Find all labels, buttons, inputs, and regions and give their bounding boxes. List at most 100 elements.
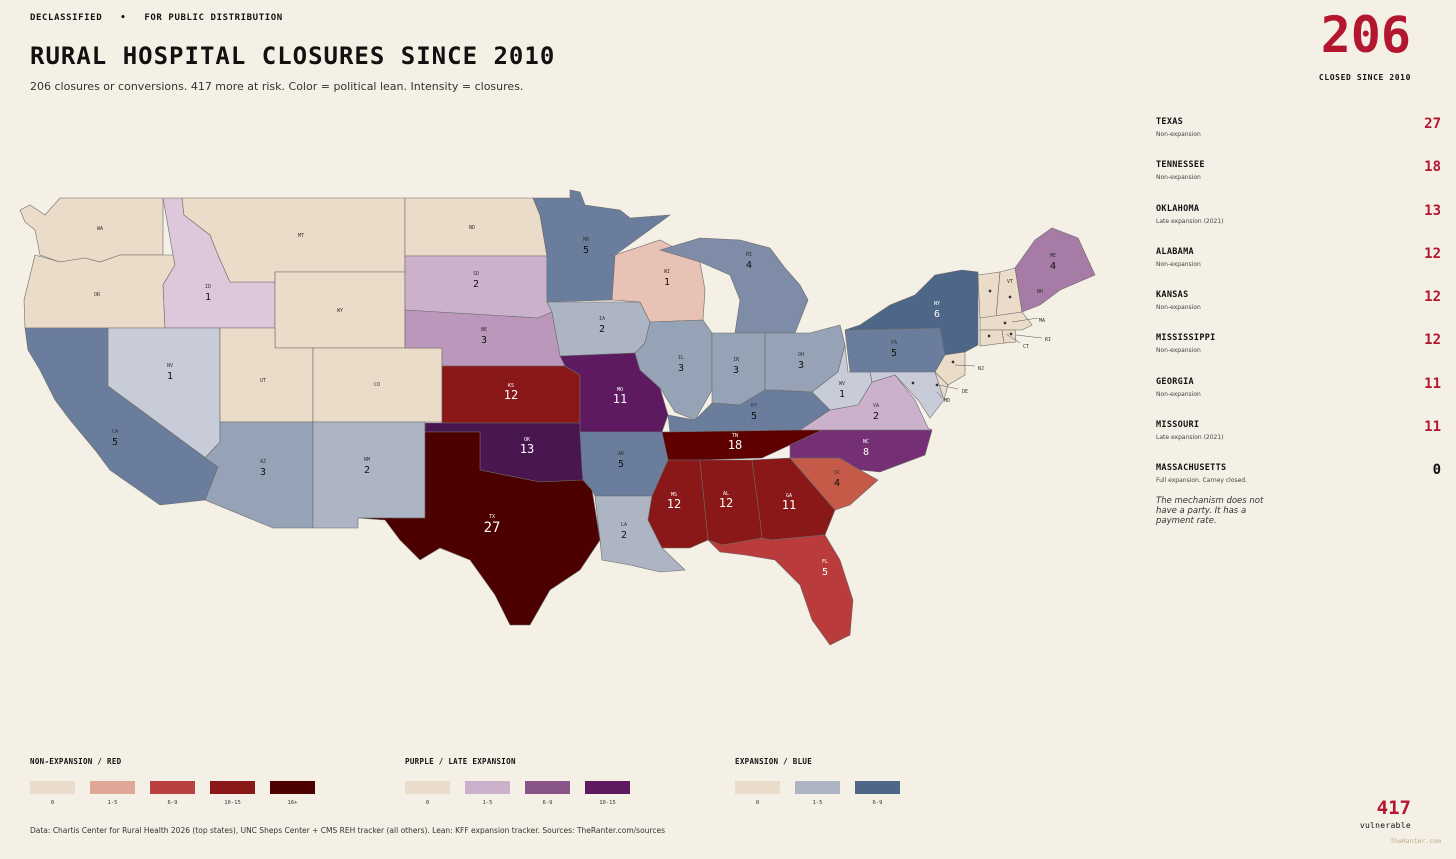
legend-item: 10-15 <box>210 781 255 806</box>
state-nj <box>934 351 966 386</box>
state-count-label: 11 <box>613 392 627 406</box>
state-closures: 0 <box>1432 462 1441 479</box>
state-count-label: 2 <box>473 279 479 290</box>
state-count-label: 3 <box>260 467 266 478</box>
top-states-list: TEXAS Non-expansion 27 TENNESSEE Non-expans… <box>1156 112 1441 502</box>
state-note: Full expansion. Carney closed. <box>1156 477 1248 485</box>
state-abbr-label: WA <box>97 226 103 232</box>
state-closures: 18 <box>1424 159 1441 176</box>
state-count-label: 1 <box>167 371 173 382</box>
legend-swatch <box>270 781 315 794</box>
state-abbr-label: WV <box>839 381 845 387</box>
state-closures: 13 <box>1424 202 1441 219</box>
state-closures: 12 <box>1424 332 1441 349</box>
legend-label: 1-5 <box>482 800 493 806</box>
state-abbr-label: LA <box>621 522 627 528</box>
state-abbr-label: NH <box>1037 289 1043 295</box>
state-name: OKLAHOMA <box>1156 203 1200 214</box>
state-ny <box>844 269 979 356</box>
state-abbr-label: MS <box>671 492 677 498</box>
state-count-label: 5 <box>751 411 757 422</box>
state-abbr-label: NJ <box>978 366 984 372</box>
pull-quote: The mechanism does not have a party. It … <box>1156 496 1264 526</box>
legend-label: 0 <box>425 800 430 806</box>
legend-label: 10-15 <box>599 800 616 806</box>
state-abbr-label: ND <box>469 225 475 231</box>
state-abbr-label: VT <box>1007 279 1013 285</box>
state-abbr-label: OR <box>94 292 101 298</box>
state-abbr-label: IN <box>733 357 739 363</box>
state-count-label: 4 <box>746 260 752 271</box>
state-count-label: 4 <box>834 478 840 489</box>
state-wi <box>611 239 706 323</box>
state-count-label: 27 <box>484 520 501 536</box>
state-abbr-label: MA <box>1039 318 1045 324</box>
state-count-label: 12 <box>504 388 518 402</box>
legend-title-purple: PURPLE / LATE EXPANSION <box>405 757 516 766</box>
legend-swatch <box>735 781 780 794</box>
state-abbr-label: NV <box>167 363 173 369</box>
legend-item: 6-9 <box>855 781 900 806</box>
state-count-label: 1 <box>839 389 845 400</box>
state-abbr-label: DE <box>962 389 968 395</box>
state-abbr-label: MD <box>944 398 950 404</box>
state-abbr-label: OK <box>524 437 530 443</box>
state-abbr-label: RI <box>1045 337 1051 343</box>
state-row: MASSACHUSETTS Full expansion. Carney clos… <box>1156 458 1441 501</box>
state-abbr-label: IA <box>599 316 605 322</box>
state-count-label: 5 <box>583 245 589 256</box>
state-row: GEORGIA Non-expansion 11 <box>1156 372 1441 415</box>
state-abbr-label: FL <box>822 559 828 565</box>
legend-item: 1-5 <box>795 781 840 806</box>
state-abbr-label: ID <box>205 284 211 290</box>
state-abbr-label: AL <box>723 491 729 497</box>
state-abbr-label: KS <box>508 383 514 389</box>
state-abbr-label: WI <box>664 269 670 275</box>
state-count-label: 18 <box>728 438 742 452</box>
legend-item: 1-5 <box>465 781 510 806</box>
state-abbr-label: AZ <box>260 459 266 465</box>
state-fl <box>707 534 854 646</box>
state-il <box>634 319 713 421</box>
legend-label: 1-5 <box>107 800 118 806</box>
state-count-label: 1 <box>205 292 211 303</box>
state-name: TENNESSEE <box>1156 160 1205 171</box>
state-name: TEXAS <box>1156 117 1184 127</box>
state-count-label: 3 <box>481 335 487 346</box>
state-row: KANSAS Non-expansion 12 <box>1156 285 1441 328</box>
state-nd <box>404 197 548 257</box>
state-count-label: 12 <box>719 496 733 510</box>
state-count-label: 2 <box>599 324 605 335</box>
eyebrow: DECLASSIFIED • FOR PUBLIC DISTRIBUTION <box>30 13 283 23</box>
state-count-label: 5 <box>822 567 828 578</box>
state-note: Non-expansion <box>1156 260 1201 268</box>
legend-swatch <box>795 781 840 794</box>
legend-label: 6-9 <box>542 800 553 806</box>
legend-label: 6-9 <box>872 800 883 806</box>
legend-swatch <box>405 781 450 794</box>
legend-item: 6-9 <box>525 781 570 806</box>
headline-caption: CLOSED SINCE 2010 <box>1318 73 1411 82</box>
state-note: Late expansion (2021) <box>1156 217 1224 225</box>
state-count-label: 2 <box>873 411 879 422</box>
state-row: ALABAMA Non-expansion 12 <box>1156 242 1441 285</box>
legend-label: 0 <box>755 800 760 806</box>
state-abbr-label: UT <box>260 378 266 384</box>
state-count-label: 4 <box>1050 261 1056 272</box>
legend-title-red: NON-EXPANSION / RED <box>30 757 122 766</box>
state-abbr-label: OH <box>798 352 804 358</box>
legend-label: 16+ <box>287 800 298 806</box>
state-count-label: 5 <box>112 437 118 448</box>
state-abbr-label: KY <box>751 403 757 409</box>
state-row: OKLAHOMA Late expansion (2021) 13 <box>1156 199 1441 242</box>
vulnerable-count: 417 <box>1376 797 1411 819</box>
state-abbr-label: PA <box>891 340 897 346</box>
state-ma <box>979 311 1033 331</box>
state-name: MASSACHUSETTS <box>1156 463 1227 474</box>
state-note: Non-expansion <box>1156 174 1201 182</box>
state-name: GEORGIA <box>1156 376 1194 387</box>
legend-label: 0 <box>50 800 55 806</box>
state-abbr-label: MN <box>583 237 589 243</box>
state-count-label: 3 <box>733 365 739 376</box>
state-abbr-label: TN <box>732 433 738 439</box>
